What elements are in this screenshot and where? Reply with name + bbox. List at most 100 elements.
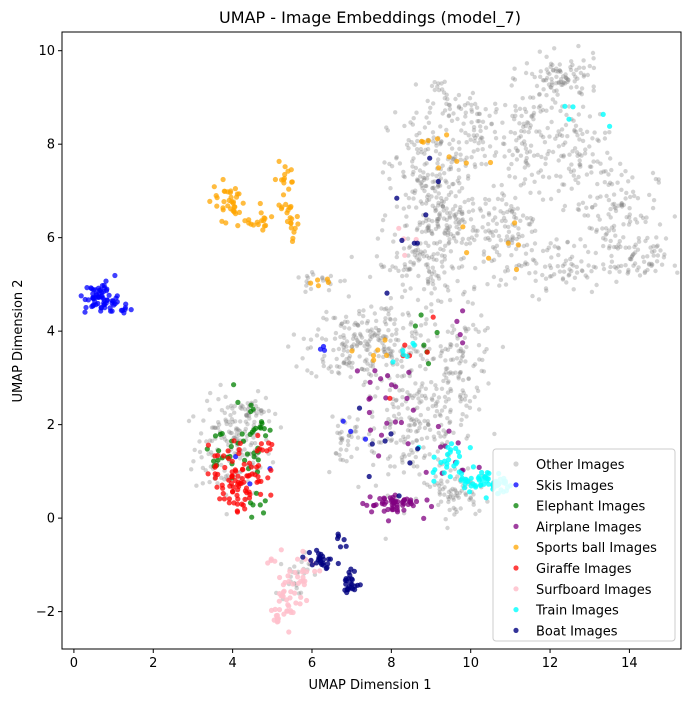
data-point <box>422 188 427 194</box>
data-point <box>464 140 469 145</box>
data-point <box>447 420 452 425</box>
data-point <box>213 425 218 430</box>
data-point <box>375 236 381 241</box>
data-point <box>406 245 412 250</box>
data-point <box>412 393 417 398</box>
data-point <box>425 198 430 203</box>
data-point <box>452 487 458 492</box>
data-point <box>391 404 396 410</box>
data-point <box>438 444 444 450</box>
data-point <box>522 106 527 112</box>
data-point <box>201 418 206 423</box>
data-point <box>406 313 412 318</box>
data-point <box>469 109 475 114</box>
data-point <box>391 503 397 509</box>
data-point <box>338 279 343 284</box>
data-point <box>424 497 430 503</box>
data-point <box>481 214 486 219</box>
data-point <box>417 252 423 257</box>
data-point <box>352 425 358 430</box>
data-point <box>366 431 372 437</box>
data-point <box>111 302 117 308</box>
data-point <box>382 425 388 430</box>
data-point <box>368 333 373 338</box>
data-point <box>376 328 381 333</box>
data-point <box>235 399 241 405</box>
data-point <box>629 254 634 260</box>
data-point <box>540 78 546 83</box>
data-point <box>609 259 615 264</box>
data-point <box>426 120 432 126</box>
data-point <box>377 338 382 343</box>
data-point <box>544 288 549 293</box>
data-point <box>509 83 514 88</box>
data-point <box>269 214 275 220</box>
data-point <box>340 436 345 441</box>
data-point <box>601 243 606 249</box>
data-point <box>319 336 325 341</box>
data-point <box>404 223 409 228</box>
data-point <box>424 115 429 120</box>
data-point <box>367 494 373 500</box>
data-point <box>579 268 585 273</box>
data-point <box>226 500 232 506</box>
data-point <box>385 518 392 524</box>
data-point <box>420 356 425 362</box>
data-point <box>345 319 350 325</box>
legend-marker <box>513 627 519 634</box>
data-point <box>659 262 665 267</box>
data-point <box>276 598 282 604</box>
y-tick-label: −2 <box>36 605 55 620</box>
data-point <box>413 381 418 386</box>
data-point <box>514 246 519 252</box>
data-point <box>465 466 471 471</box>
data-point <box>324 309 329 315</box>
data-point <box>386 312 391 317</box>
data-point <box>366 339 371 344</box>
data-point <box>246 460 253 466</box>
data-point <box>595 181 600 187</box>
data-point <box>383 536 388 541</box>
legend-label: Train Images <box>535 604 619 619</box>
data-point <box>564 280 569 285</box>
data-point <box>450 495 456 500</box>
data-point <box>225 405 230 410</box>
data-point <box>422 393 428 399</box>
data-point <box>464 155 469 160</box>
data-point <box>504 202 509 207</box>
data-point <box>442 270 447 275</box>
data-point <box>425 361 432 367</box>
data-point <box>352 587 358 593</box>
data-point <box>423 386 428 391</box>
data-point <box>444 226 450 231</box>
data-point <box>402 437 408 442</box>
data-point <box>355 435 361 440</box>
data-point <box>607 270 612 275</box>
data-point <box>412 323 418 329</box>
data-point <box>335 531 341 537</box>
data-point <box>233 454 239 460</box>
data-point <box>414 147 420 152</box>
data-point <box>475 228 480 233</box>
data-point <box>581 58 586 63</box>
data-point <box>381 495 387 501</box>
data-point <box>619 201 624 206</box>
data-point <box>537 49 542 54</box>
data-point <box>473 484 479 490</box>
data-point <box>607 244 612 249</box>
data-point <box>381 264 387 269</box>
data-point <box>569 186 574 191</box>
data-point <box>399 402 405 407</box>
data-point <box>229 473 235 479</box>
data-point <box>255 432 261 439</box>
data-point <box>435 84 440 89</box>
data-point <box>509 253 514 258</box>
data-point <box>555 92 560 97</box>
data-point <box>335 423 341 429</box>
data-point <box>651 253 656 258</box>
data-point <box>242 447 247 452</box>
data-point <box>550 149 556 155</box>
data-point <box>578 70 584 76</box>
data-point <box>467 405 473 410</box>
data-point <box>417 168 423 173</box>
